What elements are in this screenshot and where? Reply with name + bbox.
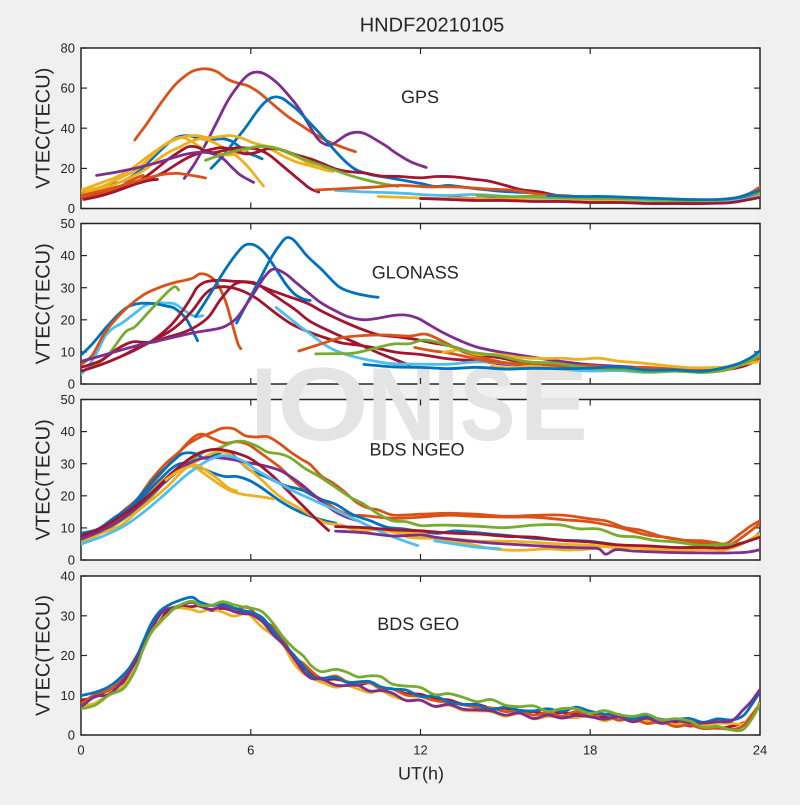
svg-text:30: 30 bbox=[61, 456, 75, 471]
svg-text:UT(h): UT(h) bbox=[398, 764, 444, 784]
svg-text:20: 20 bbox=[61, 648, 75, 663]
svg-text:10: 10 bbox=[61, 345, 75, 360]
svg-text:60: 60 bbox=[61, 81, 75, 96]
svg-text:20: 20 bbox=[61, 161, 75, 176]
svg-text:0: 0 bbox=[68, 728, 75, 743]
svg-text:40: 40 bbox=[61, 248, 75, 263]
svg-text:30: 30 bbox=[61, 280, 75, 295]
svg-text:50: 50 bbox=[61, 216, 75, 231]
svg-text:80: 80 bbox=[61, 41, 75, 56]
svg-text:GLONASS: GLONASS bbox=[372, 263, 459, 283]
svg-text:BDS NGEO: BDS NGEO bbox=[369, 440, 464, 460]
svg-text:GPS: GPS bbox=[401, 87, 439, 107]
svg-text:10: 10 bbox=[61, 688, 75, 703]
svg-text:12: 12 bbox=[413, 743, 427, 758]
svg-text:VTEC(TECU): VTEC(TECU) bbox=[33, 419, 55, 540]
svg-text:40: 40 bbox=[61, 569, 75, 584]
svg-text:0: 0 bbox=[68, 377, 75, 392]
svg-text:0: 0 bbox=[77, 743, 84, 758]
svg-text:VTEC(TECU): VTEC(TECU) bbox=[33, 243, 55, 364]
svg-text:VTEC(TECU): VTEC(TECU) bbox=[33, 68, 55, 189]
svg-text:10: 10 bbox=[61, 521, 75, 536]
svg-text:0: 0 bbox=[68, 201, 75, 216]
svg-text:0: 0 bbox=[68, 553, 75, 568]
svg-text:40: 40 bbox=[61, 121, 75, 136]
svg-text:40: 40 bbox=[61, 424, 75, 439]
svg-text:VTEC(TECU): VTEC(TECU) bbox=[33, 595, 55, 716]
svg-text:HNDF20210105: HNDF20210105 bbox=[360, 15, 505, 37]
svg-text:I: I bbox=[251, 347, 278, 463]
svg-text:18: 18 bbox=[583, 743, 597, 758]
svg-text:20: 20 bbox=[61, 312, 75, 327]
svg-text:6: 6 bbox=[247, 743, 254, 758]
svg-text:24: 24 bbox=[753, 743, 767, 758]
svg-text:30: 30 bbox=[61, 608, 75, 623]
svg-text:20: 20 bbox=[61, 488, 75, 503]
svg-text:O: O bbox=[277, 347, 369, 463]
svg-text:BDS GEO: BDS GEO bbox=[377, 614, 459, 634]
svg-text:I: I bbox=[433, 347, 460, 463]
svg-text:50: 50 bbox=[61, 392, 75, 407]
